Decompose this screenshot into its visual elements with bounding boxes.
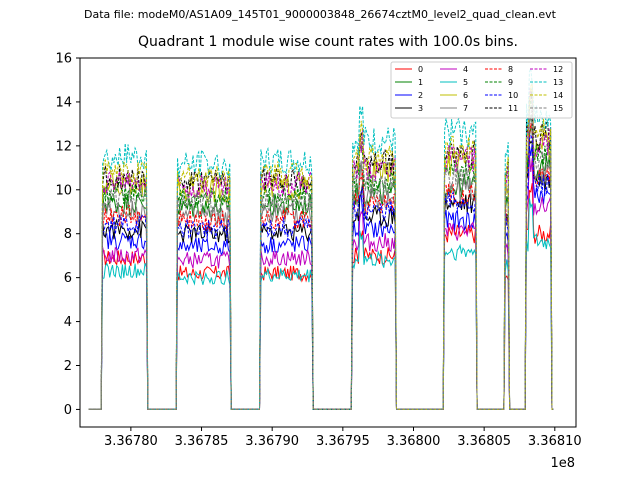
y-tick-label: 8	[64, 227, 72, 242]
figure-suptitle: Data file: modeM0/AS1A09_145T01_90000038…	[84, 8, 556, 21]
x-tick-label: 3.36780	[104, 434, 158, 449]
y-tick-label: 4	[64, 315, 72, 330]
legend-label-1: 1	[418, 78, 423, 87]
legend-label-11: 11	[508, 104, 518, 113]
series-line-11	[88, 88, 554, 410]
x-tick-label: 3.36810	[528, 434, 582, 449]
y-tick-label: 16	[55, 52, 72, 67]
series-line-8	[88, 123, 554, 410]
legend-label-12: 12	[553, 65, 563, 74]
x-tick-label: 3.36790	[245, 434, 299, 449]
series-line-4	[88, 154, 554, 410]
series-line-9	[88, 97, 554, 410]
series-line-6	[88, 87, 554, 410]
y-axis: 0 2 4 6 8 10 12 14 16	[55, 52, 80, 418]
legend-label-15: 15	[553, 104, 563, 113]
plot-frame	[79, 57, 577, 428]
series-line-12	[88, 88, 554, 410]
y-tick-label: 2	[64, 359, 72, 374]
legend-label-6: 6	[463, 91, 468, 100]
x-tick-label: 3.36795	[316, 434, 370, 449]
series-layer	[88, 68, 554, 410]
y-tick-label: 14	[55, 95, 72, 110]
series-line-10	[88, 134, 554, 410]
legend-label-13: 13	[553, 78, 563, 87]
x-axis: 3.36780 3.36785 3.36790 3.36795 3.36800 3.368…	[104, 427, 582, 449]
series-line-14	[88, 82, 554, 410]
y-tick-label: 12	[55, 139, 72, 154]
series-line-15	[88, 101, 554, 410]
y-tick-label: 6	[64, 271, 72, 286]
x-tick-label: 3.36800	[387, 434, 441, 449]
legend-label-4: 4	[463, 65, 468, 74]
series-line-5	[88, 198, 554, 410]
legend-box	[390, 61, 573, 119]
legend-label-7: 7	[463, 104, 468, 113]
series-line-0	[88, 183, 554, 410]
x-tick-label: 3.36805	[457, 434, 511, 449]
chart-title: Quadrant 1 module wise count rates with …	[138, 34, 518, 50]
series-line-7	[88, 116, 554, 410]
series-line-1	[88, 127, 554, 410]
y-tick-label: 0	[64, 403, 72, 418]
legend-label-14: 14	[553, 91, 563, 100]
series-line-2	[88, 143, 554, 410]
series-line-3	[88, 138, 554, 410]
x-tick-label: 3.36785	[175, 434, 229, 449]
legend-label-5: 5	[463, 78, 468, 87]
legend-label-3: 3	[418, 104, 423, 113]
y-tick-label: 10	[55, 183, 72, 198]
series-line-13	[88, 68, 554, 410]
legend-label-10: 10	[508, 91, 518, 100]
x-offset-label: 1e8	[550, 456, 575, 471]
legend-label-0: 0	[418, 65, 423, 74]
legend-label-8: 8	[508, 65, 513, 74]
legend-label-2: 2	[418, 91, 423, 100]
legend-label-9: 9	[508, 78, 513, 87]
